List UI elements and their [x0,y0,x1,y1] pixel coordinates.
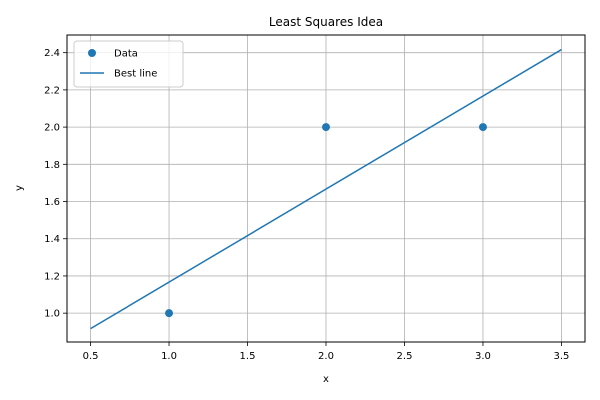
y-tick-label: 1.8 [44,160,60,171]
y-tick-label: 2.0 [44,123,60,134]
data-point [478,123,487,132]
y-tick-label: 2.2 [44,85,60,96]
grid [67,35,585,342]
legend: Data Best line [73,40,184,88]
y-tick-label: 1.6 [44,197,60,208]
x-tick-label: 2.0 [318,351,334,362]
x-tick-label: 3.5 [554,351,570,362]
legend-box [73,40,184,88]
y-axis: 1.0 1.2 1.4 1.6 1.8 2.0 2.2 2.4 [44,48,67,320]
legend-label: Data [114,49,138,60]
x-axis: 0.5 1.0 1.5 2.0 2.5 3.0 3.5 [83,342,570,362]
x-axis-label: x [323,374,329,385]
x-tick-label: 0.5 [83,351,99,362]
y-tick-label: 1.4 [44,234,60,245]
y-tick-label: 1.2 [44,271,60,282]
legend-marker-scatter [88,49,96,57]
x-tick-label: 2.5 [397,351,413,362]
data-point [322,123,330,132]
y-tick-label: 2.4 [44,48,60,59]
y-tick-label: 1.0 [44,309,60,320]
data-point [165,309,174,318]
x-tick-label: 3.0 [475,351,491,362]
series-layer [90,48,562,330]
best-line [90,48,562,330]
x-tick-label: 1.5 [240,351,256,362]
chart-title: Least Squares Idea [269,15,383,29]
y-axis-label: y [14,185,25,191]
x-tick-label: 1.0 [161,351,177,362]
legend-label: Best line [114,69,157,80]
